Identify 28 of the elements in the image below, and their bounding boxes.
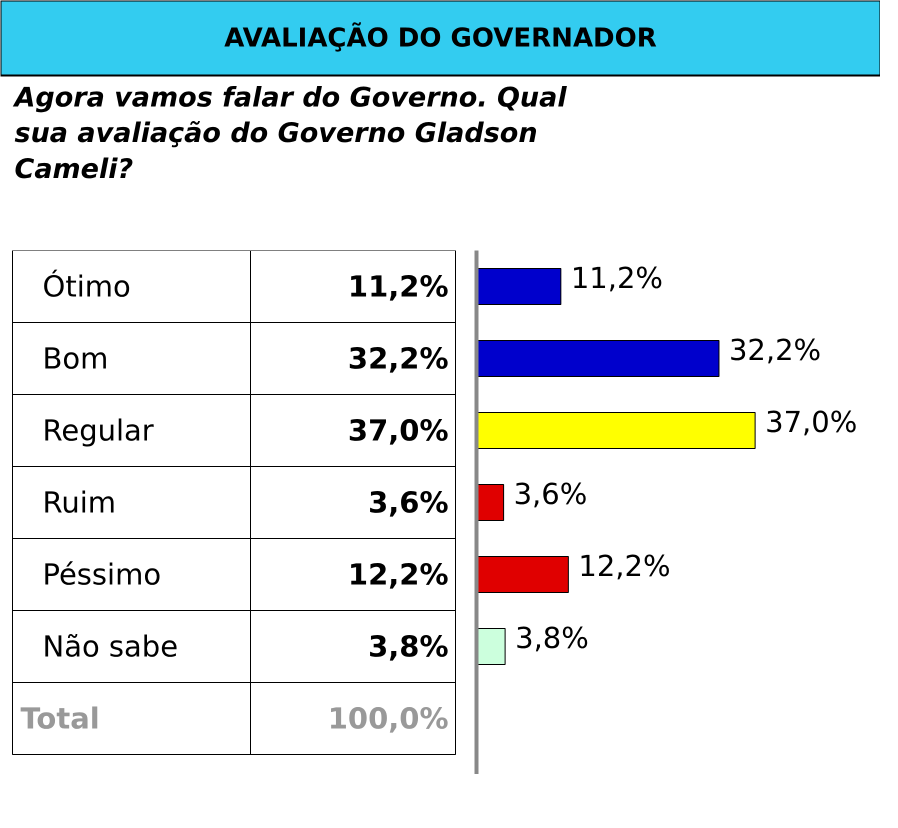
chart-title: AVALIAÇÃO DO GOVERNADOR — [224, 22, 657, 54]
data-label: 11,2% — [348, 270, 448, 304]
y-tick-label: Ótimo — [42, 270, 131, 304]
data-label: 3,8% — [368, 630, 449, 664]
text: 100,0% — [328, 702, 449, 736]
data-label: 32,2% — [348, 342, 448, 376]
bar — [476, 340, 720, 377]
text: 12,2% — [578, 548, 671, 583]
y-tick-label: Não sabe — [42, 630, 178, 664]
y-tick-label: Bom — [42, 342, 108, 376]
y-tick-label: Péssimo — [42, 558, 162, 592]
bar — [476, 628, 506, 665]
text: 32,2% — [728, 332, 822, 367]
data-label: 37,0% — [348, 414, 448, 448]
text: 37,0% — [765, 404, 858, 439]
text: Total — [20, 702, 100, 736]
data-label: 12,2% — [348, 558, 448, 592]
text: 11,2% — [570, 260, 663, 295]
bar — [476, 412, 756, 449]
y-tick-label: Regular — [42, 414, 154, 448]
text: 3,8% — [515, 620, 589, 655]
chart-subtitle: Agora vamos falar do Governo. Qual sua avaliação do Governo Gladson Cameli? — [12, 82, 568, 185]
bar — [476, 268, 562, 305]
bar — [476, 556, 569, 593]
data-label: 3,6% — [368, 486, 449, 520]
text: 3,6% — [514, 476, 588, 511]
y-tick-label: Ruim — [42, 486, 116, 520]
bar — [476, 484, 504, 521]
